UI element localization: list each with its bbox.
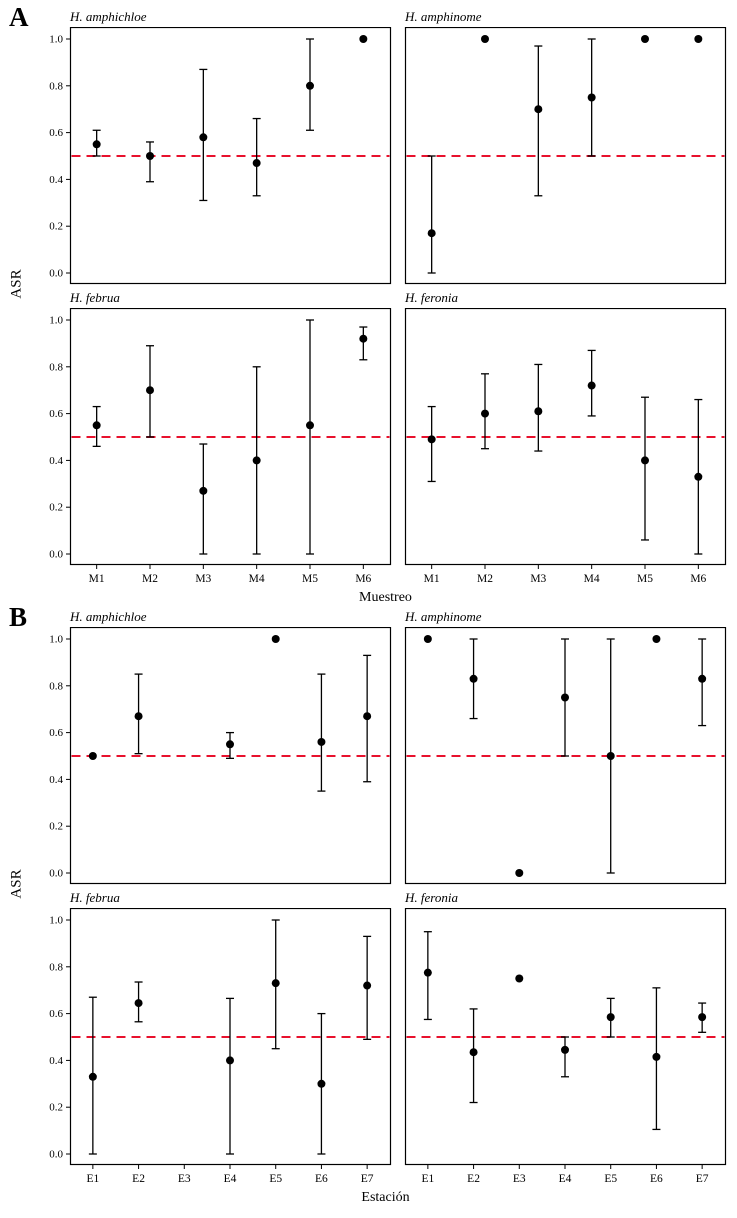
svg-text:M3: M3 xyxy=(195,573,211,585)
svg-text:E1: E1 xyxy=(421,1173,434,1185)
subplot-title-a-februa: H. februa xyxy=(70,290,120,305)
panel-a-row-bottom: H. februa 0.0 0.2 0.4 0.6 0.8 1.0 M1 M2 M3 M4 M5 M6… xyxy=(32,289,737,589)
subplot-b-amphinome-plot xyxy=(397,627,727,887)
subplot-title-a-feronia: H. feronia xyxy=(405,290,458,305)
svg-text:E4: E4 xyxy=(559,1173,572,1185)
subplot-title-a-amphinome: H. amphinome xyxy=(405,9,482,24)
subplot-b-amphichloe-plot: 0.0 0.2 0.4 0.6 0.8 1.0 xyxy=(32,627,392,887)
panel-b-gutter: B ASR xyxy=(2,602,32,1208)
subplot-a-februa: H. februa 0.0 0.2 0.4 0.6 0.8 1.0 M1 M2 M3 M4 M5 M6 xyxy=(32,289,392,589)
subplot-b-feronia: H. feronia E1 E2 E3 E4 E5 E6 E7 xyxy=(397,889,727,1189)
svg-text:E7: E7 xyxy=(696,1173,709,1185)
svg-text:0.2: 0.2 xyxy=(49,1102,63,1114)
svg-text:M2: M2 xyxy=(142,573,158,585)
svg-text:0.6: 0.6 xyxy=(49,127,63,139)
svg-text:0.0: 0.0 xyxy=(49,549,63,561)
svg-text:E2: E2 xyxy=(132,1173,145,1185)
panel-a-letter: A xyxy=(9,2,29,32)
svg-text:M1: M1 xyxy=(89,573,105,585)
svg-text:0.4: 0.4 xyxy=(49,174,63,186)
svg-text:0.2: 0.2 xyxy=(49,502,63,514)
svg-text:M4: M4 xyxy=(584,573,600,585)
panel-a-y-axis-label: ASR xyxy=(8,269,25,299)
svg-text:0.0: 0.0 xyxy=(49,268,63,280)
panel-a-gutter: A ASR xyxy=(2,2,32,608)
svg-text:M2: M2 xyxy=(477,573,493,585)
svg-text:E2: E2 xyxy=(467,1173,480,1185)
panel-b-row-bottom: H. februa 0.0 0.2 0.4 0.6 0.8 1.0 E1 E2 E3 E4 E5 E6… xyxy=(32,889,737,1189)
subplot-a-feronia: H. feronia M1 M2 M3 M4 M5 M6 xyxy=(397,289,727,589)
svg-text:E6: E6 xyxy=(650,1173,663,1185)
panel-b-y-axis-label: ASR xyxy=(8,869,25,899)
svg-text:E3: E3 xyxy=(513,1173,526,1185)
svg-text:M5: M5 xyxy=(302,573,318,585)
subplot-b-amphinome: H. amphinome xyxy=(397,608,727,887)
svg-text:E7: E7 xyxy=(361,1173,374,1185)
subplot-title-b-feronia: H. feronia xyxy=(405,890,458,905)
svg-text:0.8: 0.8 xyxy=(49,361,63,373)
svg-text:0.2: 0.2 xyxy=(49,821,63,833)
svg-text:E5: E5 xyxy=(269,1173,282,1185)
subplot-title-b-amphinome: H. amphinome xyxy=(405,609,482,624)
svg-text:0.8: 0.8 xyxy=(49,680,63,692)
panel-b-row-top: H. amphichloe 0.0 0.2 0.4 0.6 0.8 1.0 H. amph… xyxy=(32,608,737,887)
svg-text:M1: M1 xyxy=(424,573,440,585)
svg-text:E3: E3 xyxy=(178,1173,191,1185)
subplot-b-februa-plot: 0.0 0.2 0.4 0.6 0.8 1.0 E1 E2 E3 E4 E5 E6 E7 xyxy=(32,908,392,1189)
panel-b-letter: B xyxy=(9,602,28,632)
svg-text:1.0: 1.0 xyxy=(49,915,63,927)
svg-text:0.2: 0.2 xyxy=(49,221,63,233)
subplot-a-amphinome: H. amphinome xyxy=(397,8,727,287)
svg-text:1.0: 1.0 xyxy=(49,634,63,646)
subplot-a-feronia-plot: M1 M2 M3 M4 M5 M6 xyxy=(397,308,727,589)
svg-text:E1: E1 xyxy=(86,1173,99,1185)
subplot-a-amphinome-plot xyxy=(397,27,727,287)
panel-b-x-axis-label: Estación xyxy=(361,1190,410,1205)
svg-text:0.8: 0.8 xyxy=(49,80,63,92)
svg-text:1.0: 1.0 xyxy=(49,315,63,327)
svg-text:M6: M6 xyxy=(355,573,371,585)
subplot-b-amphichloe: H. amphichloe 0.0 0.2 0.4 0.6 0.8 1.0 xyxy=(32,608,392,887)
subplot-title-b-amphichloe: H. amphichloe xyxy=(70,609,147,624)
svg-text:0.6: 0.6 xyxy=(49,408,63,420)
svg-text:0.8: 0.8 xyxy=(49,961,63,973)
svg-text:0.6: 0.6 xyxy=(49,727,63,739)
svg-text:M4: M4 xyxy=(249,573,265,585)
svg-text:0.6: 0.6 xyxy=(49,1008,63,1020)
subplot-a-februa-plot: 0.0 0.2 0.4 0.6 0.8 1.0 M1 M2 M3 M4 M5 M6 xyxy=(32,308,392,589)
subplot-b-feronia-plot: E1 E2 E3 E4 E5 E6 E7 xyxy=(397,908,727,1189)
panel-b-body: H. amphichloe 0.0 0.2 0.4 0.6 0.8 1.0 H. amph… xyxy=(32,608,737,1208)
svg-text:0.0: 0.0 xyxy=(49,1149,63,1161)
panel-a-x-axis-label: Muestreo xyxy=(359,590,412,605)
svg-text:M3: M3 xyxy=(530,573,546,585)
svg-text:E5: E5 xyxy=(604,1173,617,1185)
svg-text:0.4: 0.4 xyxy=(49,1055,63,1067)
panel-b: B ASR H. amphichloe 0.0 0.2 0.4 0.6 0.8 1.0 H… xyxy=(2,602,737,1208)
subplot-title-b-februa: H. februa xyxy=(70,890,120,905)
panel-a: A ASR H. amphichloe 0.0 0.2 0.4 0.6 0.8 1.0 H… xyxy=(2,2,737,608)
svg-text:0.4: 0.4 xyxy=(49,774,63,786)
subplot-b-februa: H. februa 0.0 0.2 0.4 0.6 0.8 1.0 E1 E2 E3 E4 E5 E6… xyxy=(32,889,392,1189)
svg-text:E4: E4 xyxy=(224,1173,237,1185)
svg-text:M5: M5 xyxy=(637,573,653,585)
svg-text:0.0: 0.0 xyxy=(49,868,63,880)
svg-text:1.0: 1.0 xyxy=(49,34,63,46)
subplot-a-amphichloe-plot: 0.0 0.2 0.4 0.6 0.8 1.0 xyxy=(32,27,392,287)
svg-text:E6: E6 xyxy=(315,1173,328,1185)
panel-a-row-top: H. amphichloe 0.0 0.2 0.4 0.6 0.8 1.0 H. amph… xyxy=(32,8,737,287)
svg-text:M6: M6 xyxy=(690,573,706,585)
svg-text:0.4: 0.4 xyxy=(49,455,63,467)
panel-a-body: H. amphichloe 0.0 0.2 0.4 0.6 0.8 1.0 H. amph… xyxy=(32,8,737,608)
subplot-title-a-amphichloe: H. amphichloe xyxy=(70,9,147,24)
subplot-a-amphichloe: H. amphichloe 0.0 0.2 0.4 0.6 0.8 1.0 xyxy=(32,8,392,287)
